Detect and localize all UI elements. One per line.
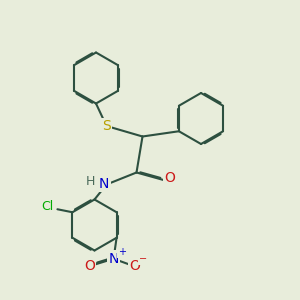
Text: O: O [130,259,141,273]
Text: −: − [139,254,147,264]
Text: S: S [102,119,111,133]
Text: N: N [99,177,109,191]
Text: H: H [86,175,96,188]
Text: N: N [108,252,119,266]
Text: O: O [164,172,175,185]
Text: Cl: Cl [41,200,54,213]
Text: +: + [118,247,126,257]
Text: O: O [84,259,95,273]
